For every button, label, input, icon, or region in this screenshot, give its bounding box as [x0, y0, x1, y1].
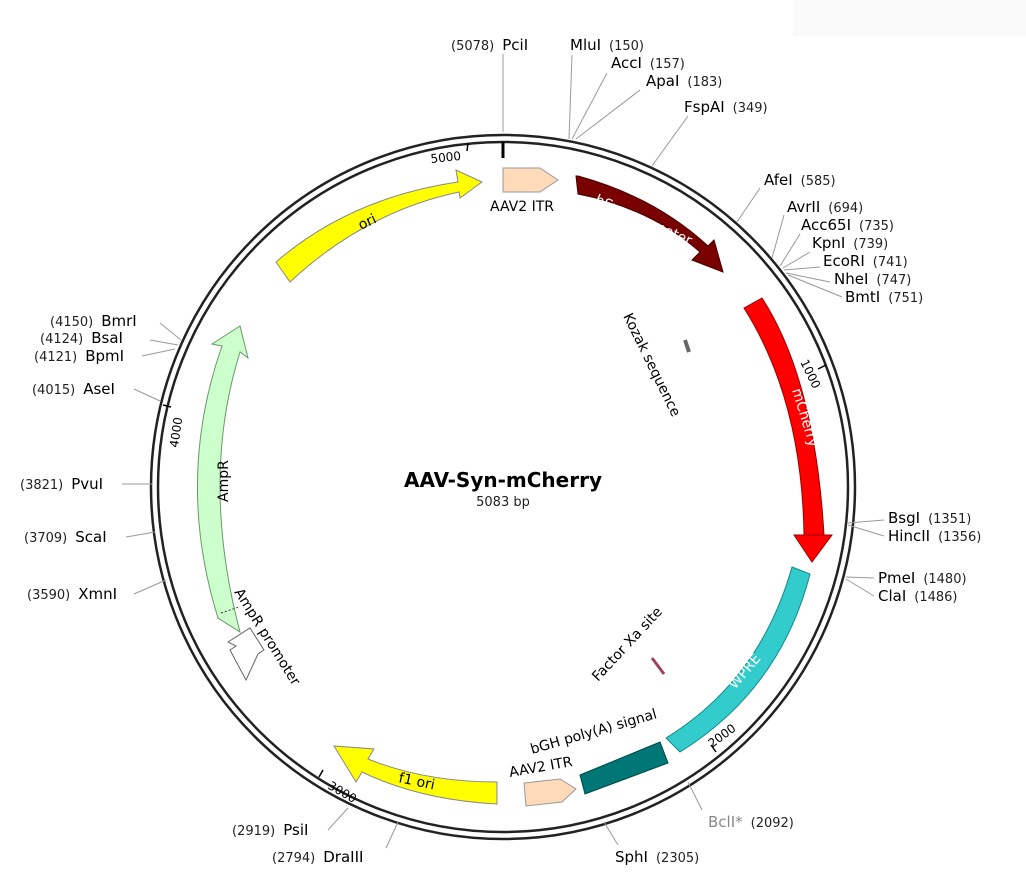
- site-asei[interactable]: (4015) AseI: [32, 380, 115, 398]
- corner-panel: [793, 0, 1026, 36]
- tick-label-5000: 5000: [430, 149, 462, 166]
- factor-xa-label: Factor Xa site: [589, 604, 666, 685]
- site-fspai[interactable]: FspAI (349): [684, 98, 768, 116]
- tick-label-4000: 4000: [167, 416, 185, 448]
- site-sphi[interactable]: SphI (2305): [615, 848, 699, 866]
- site-pmei[interactable]: PmeI (1480): [878, 569, 967, 587]
- site-bcli[interactable]: BclI* (2092): [708, 813, 794, 831]
- site-pvui[interactable]: (3821) PvuI: [20, 475, 103, 493]
- tick-1000: [817, 364, 827, 370]
- aav2-itr-top-feature[interactable]: [502, 167, 559, 193]
- site-nhei[interactable]: NheI (747): [834, 270, 911, 288]
- aav2-itr-bottom-feature[interactable]: [523, 778, 577, 807]
- site-bmti[interactable]: BmtI (751): [845, 288, 923, 306]
- site-mlui[interactable]: MluI (150): [570, 36, 644, 54]
- kozak-marker: [683, 339, 691, 353]
- site-pcii[interactable]: (5078) PciI: [451, 36, 528, 54]
- bgh-polya-feature[interactable]: [579, 741, 669, 795]
- site-acc65i[interactable]: Acc65I (735): [801, 216, 894, 234]
- site-bmri[interactable]: (4150) BmrI: [50, 312, 137, 330]
- mcherry-arrowhead: [793, 534, 833, 563]
- site-afei[interactable]: AfeI (585): [764, 171, 836, 189]
- ori-label: ori: [356, 211, 379, 233]
- site-leader-lines: [122, 54, 885, 849]
- plasmid-title: AAV-Syn-mCherry: [404, 468, 602, 492]
- tick-4000: [162, 404, 172, 408]
- site-xmni[interactable]: (3590) XmnI: [27, 585, 117, 603]
- plasmid-size: 5083 bp: [476, 495, 530, 510]
- tick-2000: [710, 744, 717, 753]
- tick-5000: [466, 142, 469, 152]
- site-bpmi[interactable]: (4121) BpmI: [34, 347, 124, 365]
- site-psii[interactable]: (2919) PsiI: [232, 821, 308, 839]
- aav2-itr-bottom-label: AAV2 ITR: [508, 754, 574, 781]
- ampr-label: AmpR: [216, 460, 232, 502]
- ampr-dotted-divider: [220, 606, 240, 614]
- tick-3000: [318, 769, 324, 778]
- site-bsgi[interactable]: BsgI (1351): [888, 509, 971, 527]
- f1-ori-feature[interactable]: [333, 745, 498, 805]
- backbone-outer-ring: [149, 133, 857, 841]
- tick-label-3000: 3000: [326, 778, 359, 805]
- site-avrii[interactable]: AvrII (694): [787, 198, 863, 216]
- site-ecori[interactable]: EcoRI (741): [823, 252, 908, 270]
- ori-feature[interactable]: [275, 169, 483, 283]
- site-acci[interactable]: AccI (157): [611, 54, 685, 72]
- tick-label-1000: 1000: [797, 357, 823, 391]
- aav2-itr-top-label: AAV2 ITR: [490, 199, 554, 215]
- tick-marks: [162, 142, 827, 778]
- site-scai[interactable]: (3709) ScaI: [24, 528, 107, 546]
- site-hincii[interactable]: HincII (1356): [888, 527, 981, 545]
- f1-ori-label: f1 ori: [397, 770, 436, 793]
- wpre-feature[interactable]: [665, 566, 811, 753]
- site-clai[interactable]: ClaI (1486): [878, 587, 958, 605]
- site-kpni[interactable]: KpnI (739): [812, 234, 888, 252]
- kozak-label: Kozak sequence: [619, 311, 683, 420]
- site-bsai[interactable]: (4124) BsaI: [40, 329, 123, 347]
- site-apai[interactable]: ApaI (183): [646, 72, 722, 90]
- ampr-feature[interactable]: [196, 325, 249, 634]
- site-draiii[interactable]: (2794) DraIII: [272, 848, 363, 866]
- hsyn-promoter-feature[interactable]: [575, 175, 724, 273]
- factor-xa-marker: [650, 657, 666, 675]
- ampr-promoter-feature[interactable]: [226, 627, 265, 682]
- restriction-sites: (5078) PciI MluI (150) AccI (157) ApaI (183)…: [20, 36, 981, 866]
